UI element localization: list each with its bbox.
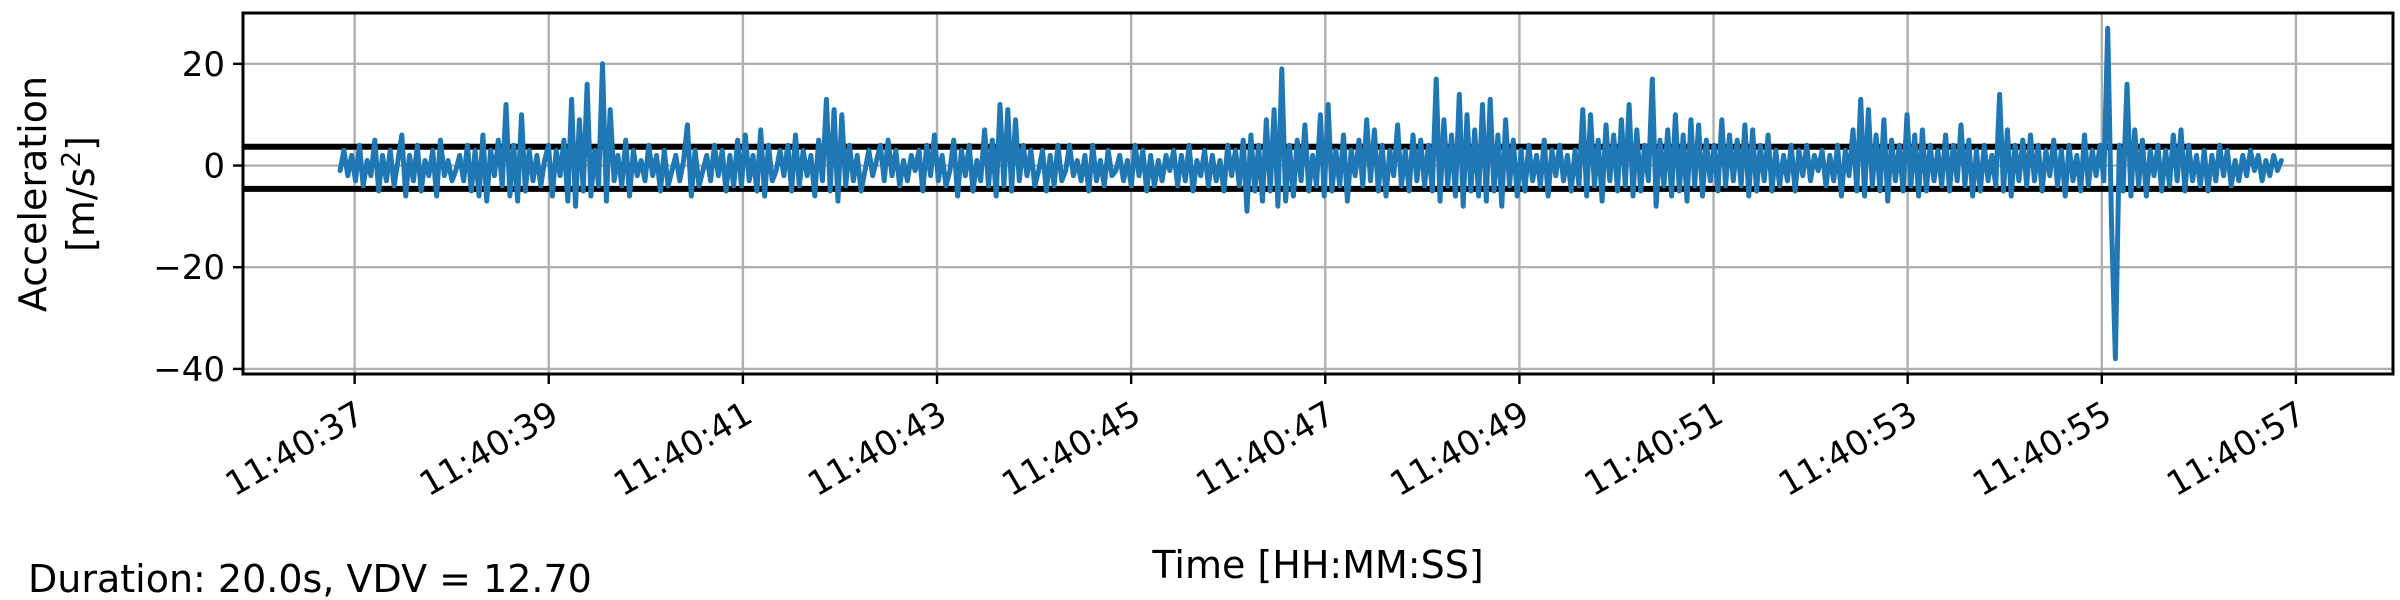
y-axis-label-line2: [m/s2] [57, 136, 103, 252]
y-tick-label: −40 [153, 350, 225, 390]
y-tick-label: 0 [203, 147, 225, 187]
x-tick-label: 11:40:45 [995, 394, 1147, 505]
x-tick-label: 11:40:47 [1189, 394, 1341, 505]
y-axis-label-line1: Acceleration [11, 76, 55, 312]
x-tick-label: 11:40:55 [1966, 394, 2118, 505]
x-tick-label: 11:40:41 [607, 394, 759, 505]
x-axis-label: Time [HH:MM:SS] [1151, 543, 1483, 587]
x-tick-label: 11:40:53 [1772, 394, 1924, 505]
ylabel-sup: 2 [57, 151, 87, 168]
series-layer [337, 25, 2284, 362]
x-tick-label: 11:40:39 [413, 394, 565, 505]
x-tick-label: 11:40:51 [1578, 394, 1730, 505]
x-tick-label: 11:40:43 [801, 394, 953, 505]
ylabel-prefix: [m/s [59, 167, 103, 251]
x-tick-label: 11:40:49 [1384, 394, 1536, 505]
x-axis: 11:40:37 11:40:39 11:40:41 11:40:43 11:40:45… [219, 374, 2312, 505]
y-axis: 20 0 −20 −40 [153, 45, 243, 390]
x-tick-label: 11:40:57 [2160, 394, 2312, 505]
y-tick-label: −20 [153, 248, 225, 288]
ylabel-suffix: ] [59, 136, 103, 151]
y-tick-label: 20 [182, 45, 225, 85]
acceleration-series-line [337, 25, 2284, 362]
duration-vdv-annotation: Duration: 20.0s, VDV = 12.70 [28, 557, 592, 600]
x-tick-label: 11:40:37 [219, 394, 371, 505]
plot-frame [241, 11, 2395, 376]
